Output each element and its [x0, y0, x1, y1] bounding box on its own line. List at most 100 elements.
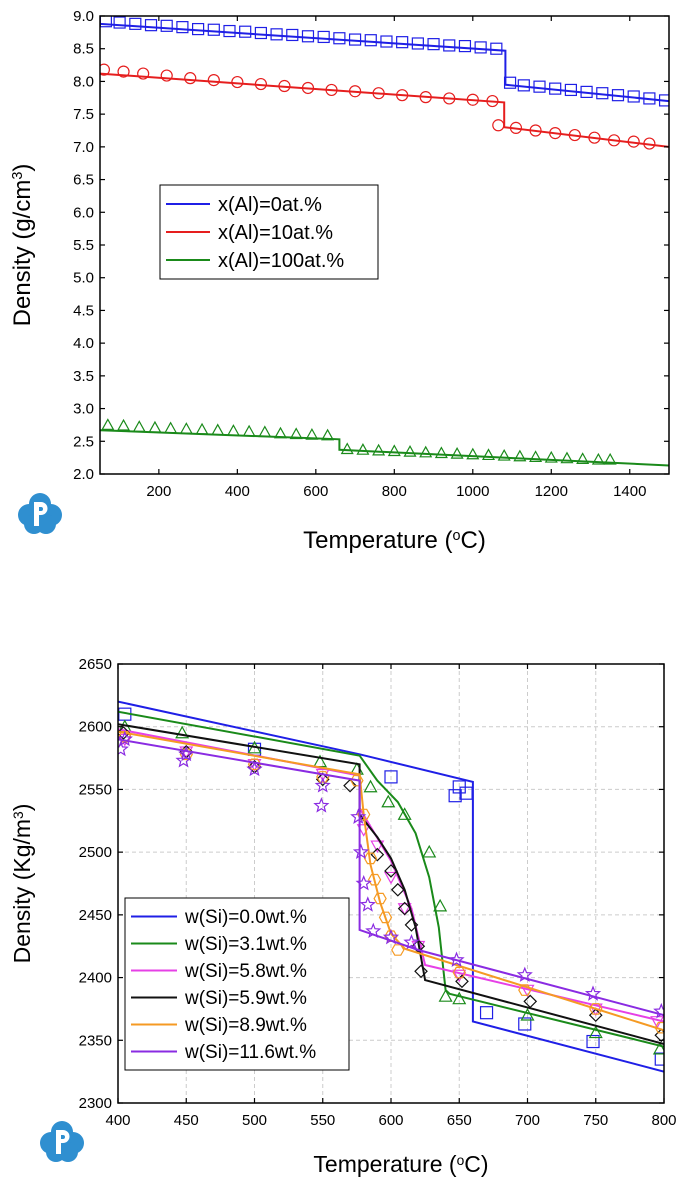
legend-label: x(Al)=0at.% [218, 194, 322, 216]
y-tick-label: 5.0 [73, 270, 94, 287]
data-point-triangle [179, 422, 193, 434]
data-point-diamond [370, 847, 385, 862]
p-cloud-logo-icon [40, 1121, 84, 1162]
data-point-diamond [523, 994, 538, 1009]
data-point-triangle [372, 443, 386, 456]
data-point-square [192, 22, 205, 36]
data-point-hexagon [316, 771, 330, 783]
data-point-triangle [603, 452, 617, 465]
data-point-square [129, 17, 142, 30]
data-point-hexagon [373, 892, 387, 905]
data-point-triangle [148, 420, 162, 433]
data-point-square [364, 34, 377, 47]
series-line-2 [118, 710, 664, 1048]
data-point-circle [160, 69, 173, 82]
data-point-triangle [387, 444, 401, 457]
data-point-inverted-triangle [397, 903, 412, 916]
data-point-triangle [403, 445, 417, 457]
legend-label: w(Si)=5.9wt.% [184, 988, 307, 1009]
data-point-square [301, 30, 315, 43]
data-point-triangle [226, 424, 240, 436]
y-tick-label: 6.5 [73, 172, 94, 189]
data-point-square [448, 789, 462, 803]
data-point-diamond [654, 1028, 664, 1043]
data-point-square [239, 25, 252, 38]
data-point-triangle [356, 443, 370, 455]
data-point-triangle [588, 1025, 603, 1039]
data-point-square [144, 19, 158, 32]
data-point-triangle [422, 844, 437, 858]
data-point-diamond [404, 918, 419, 932]
plot-area [100, 16, 669, 467]
data-point-square [427, 38, 440, 51]
data-point-hexagon [367, 873, 382, 886]
data-point-triangle [242, 424, 256, 437]
data-point-triangle [363, 779, 378, 793]
data-point-square [458, 39, 472, 53]
y-tick-label: 2450 [79, 907, 112, 924]
legend-box [124, 897, 350, 1071]
legend-label: w(Si)=0.0wt.% [184, 907, 307, 928]
data-point-triangle [497, 448, 511, 461]
data-point-square [654, 1052, 664, 1066]
data-point-triangle [258, 425, 272, 438]
legend-label: w(Si)=11.6wt.% [184, 1042, 316, 1063]
data-point-circle [184, 72, 197, 85]
data-point-triangle [544, 450, 558, 463]
y-tick-label: 2350 [79, 1032, 112, 1049]
data-point-triangle [513, 449, 527, 462]
data-point-square [474, 41, 487, 54]
y-tick-label: 7.5 [73, 106, 94, 123]
data-point-hexagon [363, 852, 378, 865]
y-tick-label: 2650 [79, 656, 112, 673]
data-point-square [490, 42, 503, 55]
data-point-triangle [466, 447, 480, 460]
chart-2-density-kgm3: 400 450 500 550 600 650 700 750 800 2300 2350 2400 2… [9, 656, 677, 1177]
data-point-star [448, 951, 465, 967]
logo-lobe [58, 1142, 78, 1162]
legend-label: x(Al)=10at.% [218, 222, 333, 244]
data-point-square [411, 37, 424, 50]
y-tick-label: 3.5 [73, 368, 94, 385]
data-point-diamond [455, 974, 469, 989]
data-point-triangle [175, 725, 190, 739]
x-tick-label: 600 [378, 1112, 403, 1129]
data-point-star [352, 843, 370, 860]
x-tick-label: 500 [242, 1112, 267, 1129]
legend-label: w(Si)=3.1wt.% [184, 934, 307, 955]
data-point-square [396, 36, 409, 49]
data-point-triangle [452, 991, 467, 1005]
x-tick-label: 200 [146, 483, 171, 500]
y-tick-label: 9.0 [73, 8, 94, 25]
x-tick-label: 400 [225, 483, 250, 500]
data-point-square [443, 39, 456, 52]
x-axis-label: Temperature (oC) [303, 527, 486, 554]
data-point-triangle [481, 448, 496, 461]
data-point-square [384, 770, 398, 784]
data-point-square [176, 21, 189, 34]
data-point-triangle [652, 1041, 664, 1055]
data-point-star [118, 730, 133, 747]
data-point-circle [117, 65, 130, 78]
y-tick-label: 4.5 [73, 302, 94, 319]
data-point-circle [231, 75, 244, 89]
data-point-star [403, 933, 420, 950]
data-point-triangle [450, 446, 464, 459]
y-tick-label: 8.5 [73, 41, 94, 58]
data-point-hexagon [378, 911, 393, 924]
logo-p-bowl [56, 1130, 70, 1143]
data-point-circle [207, 74, 220, 87]
y-tick-label: 8.0 [73, 73, 94, 90]
data-point-triangle [132, 420, 146, 432]
data-point-square [254, 26, 267, 40]
y-tick-label: 5.5 [73, 237, 94, 254]
x-tick-label: 1200 [535, 483, 568, 500]
series-line-1 [118, 700, 664, 1073]
data-point-star [314, 777, 331, 793]
data-point-triangle [434, 446, 448, 459]
data-point-triangle [381, 794, 396, 808]
series-line-3 [100, 429, 669, 467]
data-point-hexagon [357, 808, 371, 821]
x-tick-label: 600 [303, 483, 328, 500]
data-point-diamond [390, 882, 405, 897]
